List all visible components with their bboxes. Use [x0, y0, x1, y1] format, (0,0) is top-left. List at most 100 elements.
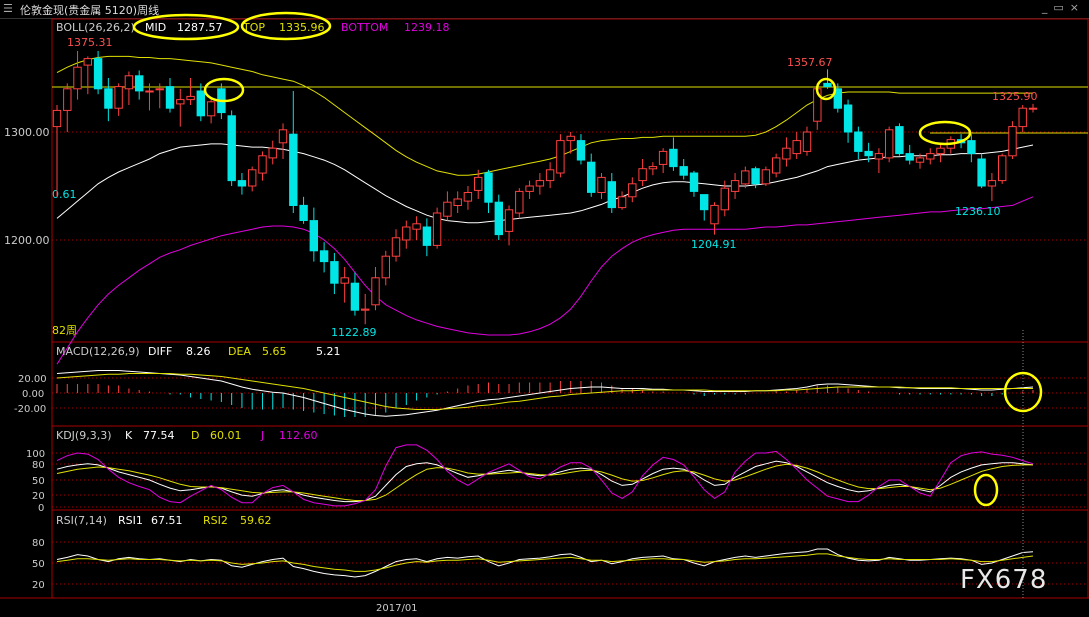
- rsi2-line: [56, 553, 1034, 572]
- candle-body: [730, 180, 740, 192]
- candle-body: [1008, 126, 1017, 157]
- candle-body: [443, 201, 452, 217]
- candle-body: [710, 204, 719, 225]
- boll-top-label: TOP: [242, 21, 265, 34]
- candle-body: [669, 148, 678, 168]
- highlight-ellipse-2: [815, 77, 837, 101]
- rsi2-label: RSI2: [203, 514, 228, 527]
- macd-diff-value: 8.26: [186, 345, 211, 358]
- candle-body: [792, 140, 801, 155]
- candle-body: [391, 237, 401, 257]
- candle-body: [515, 190, 524, 214]
- kdj-d-value: 60.01: [210, 429, 242, 442]
- boll-mid-line: [56, 143, 1034, 224]
- kdj-d-label: D: [191, 429, 199, 442]
- candle-body: [361, 308, 370, 311]
- candle-body: [915, 157, 925, 163]
- annotation-last: 1325.90: [992, 90, 1038, 103]
- candle-body: [617, 196, 627, 209]
- candle-body: [52, 109, 62, 128]
- candle-body: [679, 166, 688, 176]
- window-controls[interactable]: _▭×: [1042, 1, 1085, 14]
- candle-body: [474, 176, 483, 191]
- candle-body: [895, 126, 904, 155]
- candle-body: [576, 140, 586, 161]
- chart-marks: [52, 51, 1038, 598]
- grid-lines: [52, 131, 1088, 585]
- candle-body: [104, 88, 113, 109]
- candle-body: [124, 75, 134, 90]
- candle-body: [607, 181, 616, 209]
- candle-body: [885, 129, 894, 159]
- annotation-high-2: 1357.67: [787, 56, 833, 69]
- annotation-low-1: 1122.89: [331, 326, 377, 339]
- minimize-button[interactable]: _: [1041, 1, 1054, 14]
- kdj-legend-label: KDJ(9,3,3): [56, 429, 112, 442]
- candle-body: [381, 255, 391, 279]
- candle-body: [371, 277, 380, 306]
- kdj-d-line: [56, 463, 1033, 501]
- candle-body: [422, 226, 432, 246]
- candle-body: [700, 194, 709, 211]
- candle-body: [823, 82, 832, 88]
- candle-body: [638, 168, 647, 182]
- rsi-ytick-50: 50: [32, 559, 45, 570]
- close-button[interactable]: ×: [1069, 1, 1085, 14]
- menu-icon[interactable]: ☰: [3, 2, 13, 15]
- rsi-legend-label: RSI(7,14): [56, 514, 107, 527]
- candle-body: [977, 158, 986, 187]
- candle-body: [319, 250, 329, 263]
- boll-side-label-2: 82周: [52, 324, 77, 337]
- candle-body: [1018, 107, 1027, 128]
- candle-body: [905, 153, 914, 161]
- candle-body: [227, 115, 236, 182]
- boll-side-label-1: 0.61: [52, 188, 77, 201]
- candle-body: [998, 155, 1007, 182]
- boll-top-value: 1335.96: [279, 21, 325, 34]
- candle-body: [566, 135, 575, 142]
- candle-body: [494, 201, 504, 236]
- candle-body: [176, 99, 185, 105]
- maximize-button[interactable]: ▭: [1053, 1, 1070, 14]
- candle-body: [309, 220, 319, 252]
- rsi-ytick-20: 20: [32, 580, 45, 591]
- macd-dea-value: 5.65: [262, 345, 287, 358]
- candle-body: [1028, 107, 1038, 110]
- watermark: FX678: [960, 565, 1048, 595]
- boll-legend-label: BOLL(26,26,2): [56, 21, 135, 34]
- candle-body: [535, 180, 545, 187]
- macd-dea-line: [56, 373, 1033, 410]
- candle-body: [854, 131, 863, 152]
- candle-body: [278, 129, 288, 144]
- highlight-macd-circle: [1003, 371, 1043, 413]
- annotation-low-3: 1236.10: [955, 205, 1001, 218]
- candle-body: [186, 95, 195, 101]
- candle-body: [761, 169, 771, 185]
- macd-diff-line: [56, 370, 1034, 417]
- window-title: 伦敦金现(贵金属 5120)周线: [20, 4, 160, 17]
- candle-body: [402, 226, 411, 241]
- candle-body: [751, 168, 760, 185]
- kdj-k-value: 77.54: [143, 429, 175, 442]
- candle-body: [350, 282, 360, 311]
- boll-ytick-1200: 1200.00: [4, 234, 50, 247]
- candle-body: [802, 131, 812, 152]
- candle-body: [196, 90, 206, 117]
- kdj-k-label: K: [125, 429, 133, 442]
- kdj-ytick-100: 100: [26, 449, 45, 460]
- boll-bottom-value: 1239.18: [404, 21, 450, 34]
- candle-body: [504, 209, 514, 232]
- highlight-top-ellipse: [240, 11, 332, 41]
- kdj-ytick-50: 50: [32, 476, 45, 487]
- boll-panel-frame: [51, 18, 1089, 343]
- candle-body: [587, 161, 596, 193]
- candle-body: [874, 153, 884, 160]
- candle-body: [936, 147, 945, 155]
- highlight-mid-ellipse: [132, 13, 240, 41]
- candle-body: [206, 101, 216, 117]
- rsi-ytick-80: 80: [32, 538, 45, 549]
- candle-body: [525, 185, 534, 192]
- macd-ytick-20: 20.00: [18, 374, 47, 385]
- macd-ytick-0: 0.00: [22, 389, 44, 400]
